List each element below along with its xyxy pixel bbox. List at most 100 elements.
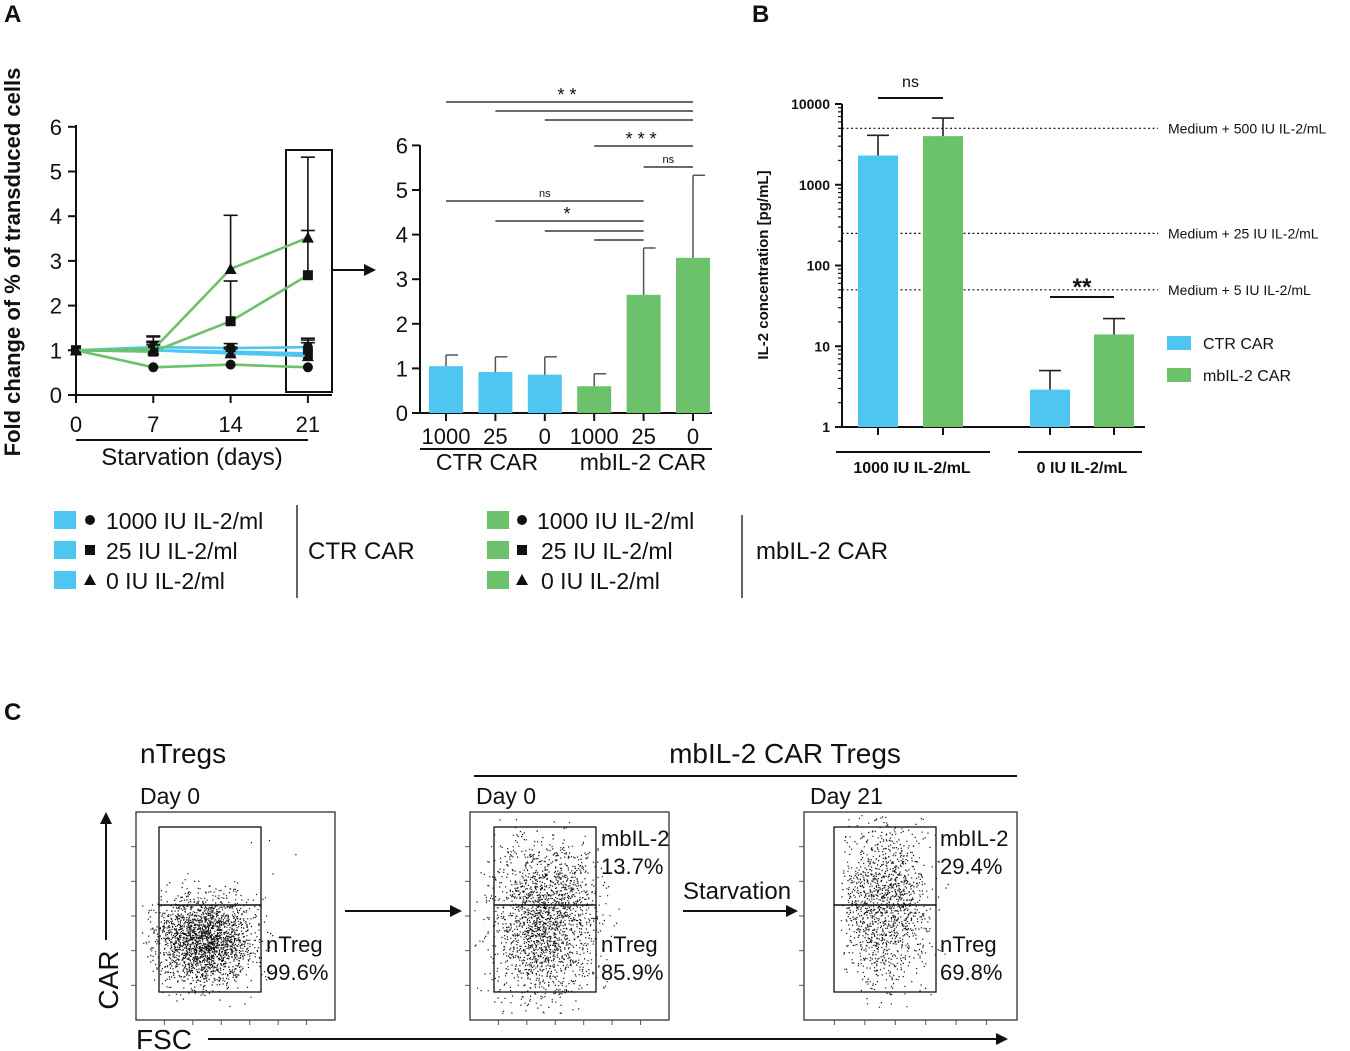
bar-b-y-tick-label: 1000 bbox=[799, 177, 830, 193]
square-marker-icon bbox=[85, 545, 95, 555]
flow-scatter-cloud bbox=[474, 819, 625, 1014]
plot2-upper-value: 13.7% bbox=[601, 854, 663, 879]
reference-line-label: Medium + 25 IU IL-2/mL bbox=[1168, 225, 1319, 241]
line-chart: Fold change of % of transduced cells Sta… bbox=[0, 68, 376, 471]
bar-b-y-tick-label: 10 bbox=[814, 338, 830, 354]
line-x-axis-label: Starvation (days) bbox=[101, 444, 282, 471]
legend-a-mb-item-2: 25 IU IL-2/ml bbox=[541, 538, 673, 564]
bar-a-x-tick-label: 25 bbox=[483, 424, 507, 449]
plot3-lower-label: nTreg bbox=[940, 932, 997, 957]
square-marker-icon bbox=[517, 545, 527, 555]
reference-line-label: Medium + 5 IU IL-2/mL bbox=[1168, 282, 1311, 298]
mbil2-tregs-title: mbIL-2 CAR Tregs bbox=[669, 738, 901, 769]
bar-a-bar bbox=[478, 371, 513, 413]
legend-a: 1000 IU IL-2/ml 25 IU IL-2/ml 0 IU IL-2/… bbox=[54, 505, 888, 598]
plot2-day: Day 0 bbox=[476, 783, 536, 809]
arrow-head bbox=[364, 264, 376, 276]
plot1-day: Day 0 bbox=[140, 783, 200, 809]
legend-a-mb-group: mbIL-2 CAR bbox=[756, 538, 888, 565]
flow-scatter-cloud bbox=[142, 840, 297, 1008]
bar-a-group-ctr: CTR CAR bbox=[436, 449, 538, 475]
legend-a-ctr-item-3: 0 IU IL-2/ml bbox=[106, 568, 225, 594]
panel-label-b: B bbox=[752, 1, 769, 28]
line-y-tick-label: 2 bbox=[50, 294, 62, 319]
plot1-upper-gate bbox=[158, 826, 262, 906]
significance-label: ns bbox=[539, 188, 551, 200]
bar-a-y-tick-label: 3 bbox=[396, 267, 408, 292]
bar-b-bar bbox=[923, 136, 963, 427]
bar-a-bar bbox=[626, 294, 661, 413]
bar-b-y-axis-label: IL-2 concentration [pg/mL] bbox=[755, 170, 772, 359]
bar-b-significance-label: ns bbox=[902, 74, 919, 91]
line-y-tick-label: 1 bbox=[50, 338, 62, 363]
reference-line-label: Medium + 500 IU IL-2/mL bbox=[1168, 120, 1327, 136]
line-point bbox=[70, 344, 82, 356]
bar-a-x-tick-label: 1000 bbox=[422, 424, 471, 449]
bar-a-x-tick-label: 0 bbox=[539, 424, 551, 449]
line-x-tick-label: 0 bbox=[70, 412, 82, 437]
bar-a-y-tick-label: 4 bbox=[396, 223, 408, 248]
bar-a-bar bbox=[676, 257, 710, 413]
legend-b-label-mb: mbIL-2 CAR bbox=[1203, 368, 1291, 385]
ntregs-title: nTregs bbox=[140, 738, 226, 769]
plot2-upper-label: mbIL-2 bbox=[601, 826, 669, 851]
car-axis-arrow-head bbox=[100, 812, 112, 824]
triangle-marker-icon bbox=[84, 574, 96, 585]
line-y-tick-label: 0 bbox=[50, 383, 62, 408]
legend-a-ctr-swatch-3 bbox=[54, 571, 76, 589]
legend-a-mb-item-3: 0 IU IL-2/ml bbox=[541, 568, 660, 594]
legend-a-ctr-swatch-1 bbox=[54, 511, 76, 529]
significance-label: ns bbox=[662, 154, 674, 166]
arrow-1-head bbox=[450, 905, 462, 917]
panel-label-c: C bbox=[4, 699, 21, 726]
bar-a-y-tick-label: 1 bbox=[396, 356, 408, 381]
line-y-tick-label: 3 bbox=[50, 249, 62, 274]
significance-label: *** bbox=[626, 129, 662, 149]
flow-cytometry-panel: nTregs mbIL-2 CAR Tregs Day 0 Day 0 Day … bbox=[93, 738, 1018, 1051]
triangle-marker-icon bbox=[516, 574, 528, 585]
line-y-axis-label: Fold change of % of transduced cells bbox=[0, 68, 25, 457]
bar-b-group-1000: 1000 IU IL-2/mL bbox=[853, 460, 971, 477]
arrow-2-head bbox=[786, 905, 798, 917]
line-x-tick-label: 21 bbox=[296, 412, 320, 437]
legend-b-swatch-mb bbox=[1167, 368, 1191, 382]
bar-b-y-tick-label: 100 bbox=[807, 258, 831, 274]
line-series bbox=[75, 236, 309, 352]
car-axis-label: CAR bbox=[93, 950, 124, 1009]
bar-a-x-tick-label: 0 bbox=[687, 424, 699, 449]
bar-a-bar bbox=[429, 366, 463, 413]
line-point bbox=[225, 316, 236, 327]
bar-a-y-tick-label: 0 bbox=[396, 401, 408, 426]
line-series bbox=[75, 349, 308, 369]
fsc-axis-label: FSC bbox=[136, 1024, 192, 1051]
line-y-tick-label: 4 bbox=[50, 204, 62, 229]
circle-marker-icon bbox=[517, 515, 527, 525]
bar-b-y-tick-label: 10000 bbox=[791, 96, 830, 112]
legend-a-mb-item-1: 1000 IU IL-2/ml bbox=[537, 508, 694, 534]
significance-label: * bbox=[563, 204, 575, 224]
line-point bbox=[224, 347, 237, 359]
starvation-label: Starvation bbox=[683, 878, 791, 905]
bar-b-bar bbox=[1030, 389, 1070, 427]
bar-a-bar bbox=[577, 386, 612, 413]
line-point bbox=[301, 231, 314, 243]
bar-b-bar bbox=[858, 155, 898, 428]
legend-a-ctr-group: CTR CAR bbox=[308, 538, 415, 565]
legend-a-ctr-item-1: 1000 IU IL-2/ml bbox=[106, 508, 263, 534]
legend-a-ctr-swatch-2 bbox=[54, 541, 76, 559]
legend-a-mb-swatch-1 bbox=[487, 511, 509, 529]
significance-label: ** bbox=[557, 85, 581, 105]
line-y-tick-label: 6 bbox=[50, 115, 62, 140]
panel-label-a: A bbox=[4, 1, 21, 28]
bar-a-y-tick-label: 6 bbox=[396, 133, 408, 158]
legend-a-ctr-item-2: 25 IU IL-2/ml bbox=[106, 538, 238, 564]
plot3-day: Day 21 bbox=[810, 783, 883, 809]
bar-a-bar bbox=[527, 374, 562, 413]
legend-a-mb-swatch-3 bbox=[487, 571, 509, 589]
plot2-lower-label: nTreg bbox=[601, 932, 658, 957]
line-x-tick-label: 7 bbox=[147, 412, 159, 437]
legend-b-swatch-ctr bbox=[1167, 336, 1191, 350]
fsc-axis-arrow-head bbox=[996, 1033, 1008, 1045]
bar-a-x-tick-label: 1000 bbox=[570, 424, 619, 449]
